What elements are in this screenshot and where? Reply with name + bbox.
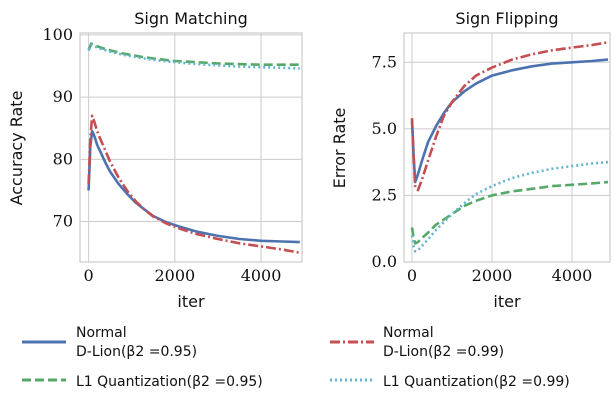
legend-label: L1 Quantization(β2 =0.99) — [383, 374, 570, 390]
chart-title: Sign Matching — [134, 9, 248, 28]
legend-label: Normal — [76, 325, 127, 341]
chart-title: Sign Flipping — [455, 9, 558, 28]
series-line-4 — [410, 160, 609, 253]
legend-label: D-Lion(β2 =0.99) — [383, 344, 504, 360]
legend-item-3: L1 Quantization(β2 =0.95) — [22, 374, 263, 390]
legend-item-2: Normal D-Lion(β2 =0.99) — [330, 325, 504, 360]
plot-frame — [403, 32, 611, 263]
series-line-1 — [410, 58, 609, 184]
series-line-2 — [410, 41, 609, 192]
x-axis-label: iter — [177, 292, 205, 311]
legend: Normal D-Lion(β2 =0.95) Normal D-Lion(β2 =0… — [22, 325, 570, 390]
plot-frame — [79, 32, 303, 263]
y-axis-label: Accuracy Rate — [7, 91, 26, 206]
x-tick-label: 4000 — [241, 266, 282, 285]
legend-item-1: Normal D-Lion(β2 =0.95) — [22, 325, 197, 360]
x-tick-label: 0 — [84, 266, 94, 285]
y-tick-label: 0.0 — [372, 252, 397, 271]
legend-label: L1 Quantization(β2 =0.95) — [76, 374, 263, 390]
y-tick-label: 80 — [53, 149, 73, 168]
legend-label: D-Lion(β2 =0.95) — [76, 344, 197, 360]
x-tick-label: 4000 — [552, 266, 593, 285]
legend-label: Normal — [383, 325, 434, 341]
x-tick-label: 0 — [407, 266, 417, 285]
x-axis-label: iter — [493, 292, 521, 311]
legend-item-4: L1 Quantization(β2 =0.99) — [330, 374, 570, 390]
series-line-3 — [410, 180, 609, 245]
y-tick-label: 7.5 — [372, 52, 397, 71]
y-tick-label: 70 — [53, 212, 73, 231]
series-line-4 — [87, 43, 300, 70]
x-tick-label: 2000 — [472, 266, 513, 285]
y-tick-label: 90 — [53, 87, 73, 106]
chart-panel-2: 0 2000 4000 0.0 2.5 5.0 7.5 Sign Flipping iter Er… — [330, 9, 611, 311]
y-axis-label: Error Rate — [330, 108, 349, 189]
x-tick-label: 2000 — [154, 266, 195, 285]
y-tick-label: 100 — [42, 25, 73, 44]
series-line-2 — [87, 114, 301, 254]
y-tick-label: 2.5 — [372, 185, 397, 204]
y-tick-label: 5.0 — [372, 119, 397, 138]
chart-panel-1: 0 2000 4000 70 80 90 100 Sign Matching iter Accur… — [7, 9, 303, 311]
series-line-1 — [87, 130, 300, 244]
